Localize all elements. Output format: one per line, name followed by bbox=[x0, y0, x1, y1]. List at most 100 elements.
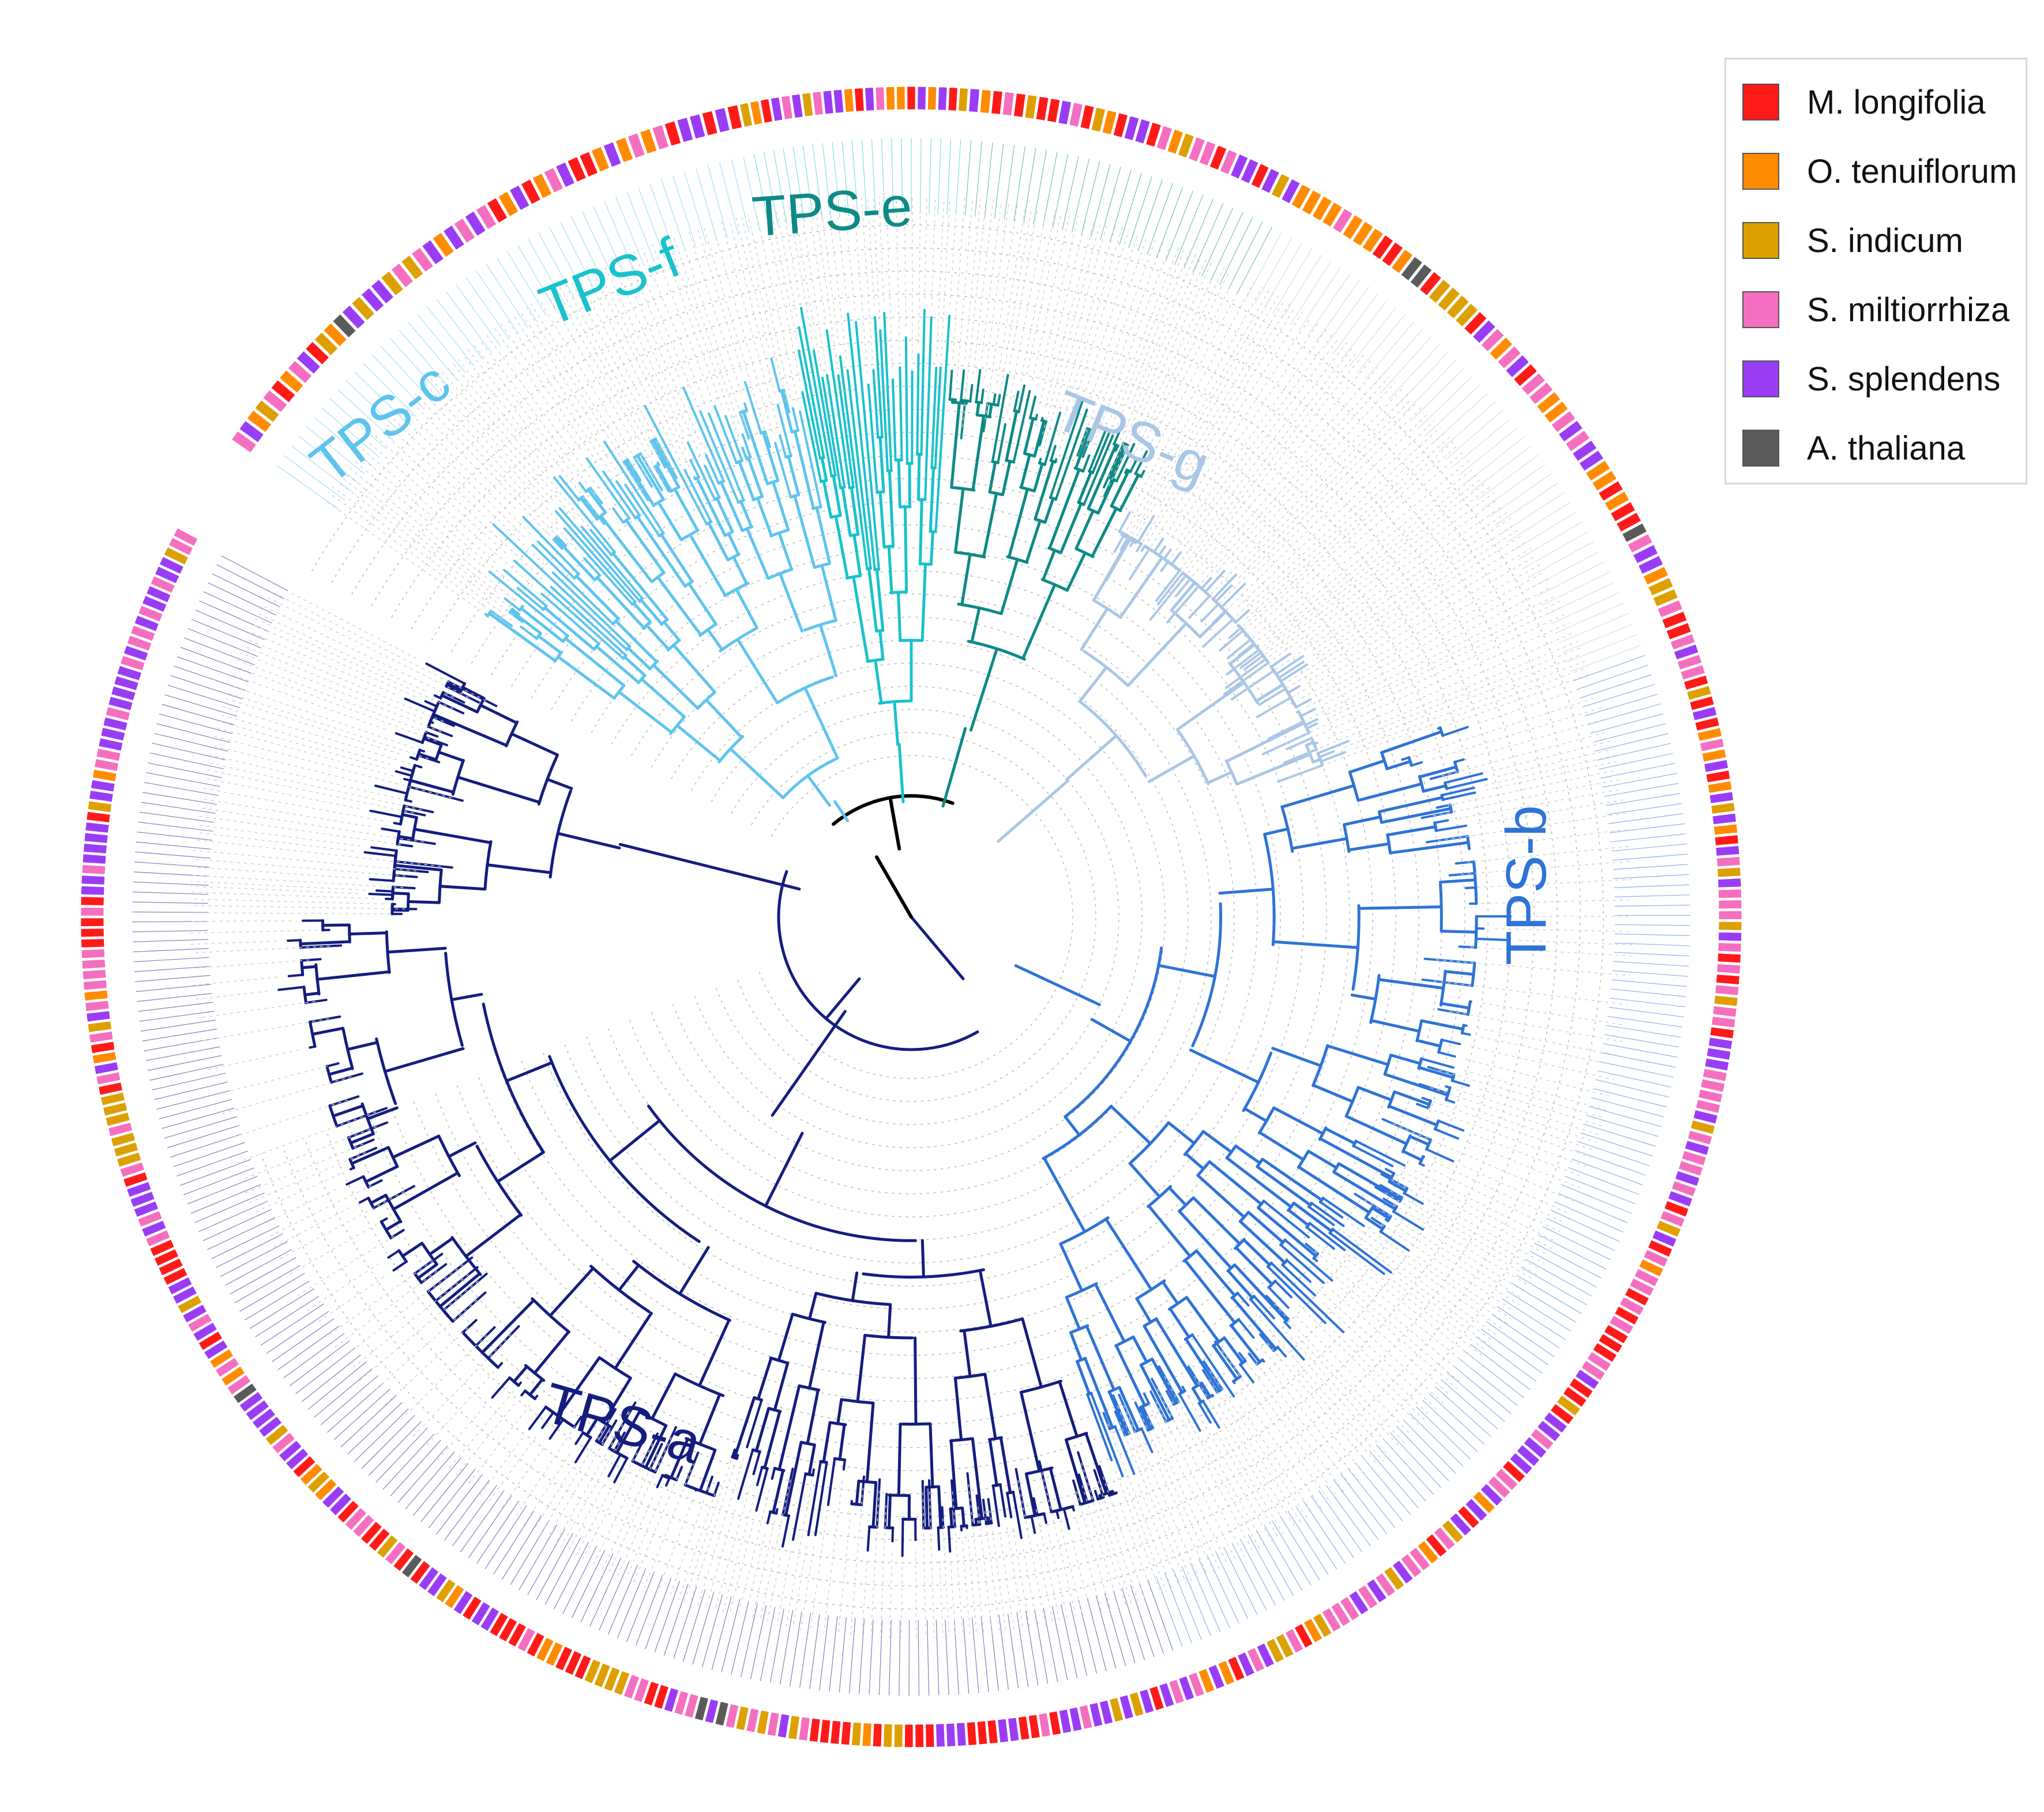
leaf-guide bbox=[1310, 1367, 1391, 1457]
leaf-guide bbox=[939, 1561, 944, 1638]
species-block bbox=[1614, 1306, 1640, 1326]
leaf-guide bbox=[952, 1491, 964, 1637]
species-block bbox=[100, 727, 126, 742]
species-block bbox=[507, 1622, 527, 1648]
leaf-branch bbox=[1291, 701, 1295, 705]
leaf-label-mark bbox=[1425, 384, 1481, 437]
leaf-guide bbox=[1486, 761, 1616, 791]
leaf-label-mark bbox=[149, 753, 224, 769]
leaf-label-mark bbox=[1571, 1159, 1643, 1186]
leaf-guide bbox=[1494, 928, 1633, 933]
stem-branch bbox=[1170, 581, 1196, 612]
stem-branch bbox=[777, 1313, 794, 1362]
leaf-branch bbox=[1249, 1298, 1305, 1361]
species-block bbox=[766, 1712, 780, 1737]
leaf-label-mark bbox=[682, 1589, 706, 1662]
leaf-label-mark bbox=[608, 1565, 638, 1635]
stem-branch bbox=[1348, 759, 1386, 774]
leaf-guide bbox=[1474, 719, 1605, 757]
leaf-branch bbox=[633, 456, 653, 488]
leaf-label-mark bbox=[1061, 1604, 1078, 1678]
leaf-label-mark bbox=[1272, 1520, 1312, 1586]
stem-branch bbox=[413, 828, 493, 844]
species-block bbox=[1528, 382, 1554, 405]
leaf-label-mark bbox=[180, 646, 252, 674]
stem-branch bbox=[1378, 796, 1444, 813]
species-block bbox=[1651, 1230, 1677, 1248]
species-block bbox=[1694, 716, 1720, 731]
leaf-guide bbox=[1042, 1472, 1077, 1619]
leaf-guide bbox=[480, 1438, 523, 1495]
stem-branch bbox=[1069, 1331, 1083, 1362]
leaf-guide bbox=[1110, 247, 1179, 418]
leaf-label-mark bbox=[170, 675, 243, 700]
leaf-label-mark bbox=[1577, 1141, 1650, 1166]
leaf-branch bbox=[934, 366, 942, 469]
leaf-label-mark bbox=[1130, 1585, 1155, 1657]
species-block bbox=[1711, 802, 1735, 815]
species-block bbox=[1516, 1444, 1540, 1467]
leaf-branch bbox=[1453, 758, 1465, 764]
leaf-label-mark bbox=[1497, 1306, 1560, 1349]
stem-branch bbox=[1191, 1387, 1203, 1404]
stem-branch bbox=[1076, 1360, 1091, 1396]
leaf-guide bbox=[539, 299, 647, 478]
leaf-label-mark bbox=[1256, 1529, 1294, 1596]
leaf-guide bbox=[703, 226, 767, 437]
leaf-label-mark bbox=[203, 591, 273, 624]
leaf-branch bbox=[934, 314, 951, 533]
leaf-label-mark bbox=[152, 1073, 226, 1091]
leaf-label-mark bbox=[1051, 1606, 1068, 1681]
species-block bbox=[88, 1031, 114, 1044]
stem-branch bbox=[1074, 428, 1092, 470]
species-block bbox=[1069, 102, 1083, 127]
leaf-label-mark bbox=[225, 1249, 292, 1286]
leaf-guide bbox=[776, 208, 798, 317]
stem-branch bbox=[614, 1311, 653, 1370]
leaf-label-mark bbox=[974, 141, 983, 217]
species-block bbox=[1024, 94, 1038, 119]
leaf-label-mark bbox=[593, 206, 625, 275]
leaf-branch bbox=[797, 349, 821, 460]
leaf-guide bbox=[1353, 1256, 1483, 1357]
leaf-label-mark bbox=[389, 338, 441, 395]
leaf-guide bbox=[467, 1404, 531, 1486]
leaf-label-mark bbox=[1612, 854, 1688, 861]
leaf-label-mark bbox=[144, 782, 219, 796]
species-block bbox=[1652, 588, 1679, 607]
leaf-guide bbox=[1081, 238, 1156, 445]
leaf-guide bbox=[1314, 1251, 1467, 1378]
species-block bbox=[1240, 158, 1259, 184]
legend-swatch bbox=[1742, 360, 1779, 397]
stem-branch bbox=[925, 1486, 929, 1530]
leaf-branch bbox=[689, 459, 700, 479]
species-block bbox=[1521, 373, 1546, 396]
leaf-label-mark bbox=[390, 1439, 441, 1497]
species-block bbox=[246, 409, 272, 433]
leaf-branch bbox=[513, 559, 625, 660]
leaf-branch bbox=[1012, 390, 1031, 464]
leaf-branch bbox=[520, 1389, 527, 1397]
leaf-branch bbox=[504, 597, 521, 611]
leaf-branch bbox=[394, 770, 413, 777]
leaf-branch bbox=[400, 766, 415, 772]
leaf-label-mark bbox=[1373, 329, 1423, 387]
species-block bbox=[1227, 1656, 1245, 1682]
leaf-branch bbox=[548, 1418, 565, 1440]
leaf-label-mark bbox=[1198, 1558, 1230, 1628]
leaf-branch bbox=[372, 1185, 416, 1209]
leaf-label-mark bbox=[1489, 473, 1552, 517]
guide-ring bbox=[369, 340, 1489, 1494]
leaf-guide bbox=[1119, 287, 1263, 542]
leaf-branch bbox=[1191, 1333, 1235, 1398]
leaf-guide bbox=[1147, 1415, 1220, 1569]
stem-branch bbox=[505, 1061, 554, 1082]
species-block bbox=[1089, 1702, 1103, 1728]
species-block bbox=[453, 1590, 474, 1615]
species-block bbox=[1332, 208, 1354, 234]
species-block bbox=[865, 87, 875, 111]
species-block bbox=[278, 1439, 303, 1463]
leaf-branch bbox=[603, 441, 665, 535]
leaf-branch bbox=[847, 313, 876, 571]
leaf-guide bbox=[1327, 601, 1560, 715]
